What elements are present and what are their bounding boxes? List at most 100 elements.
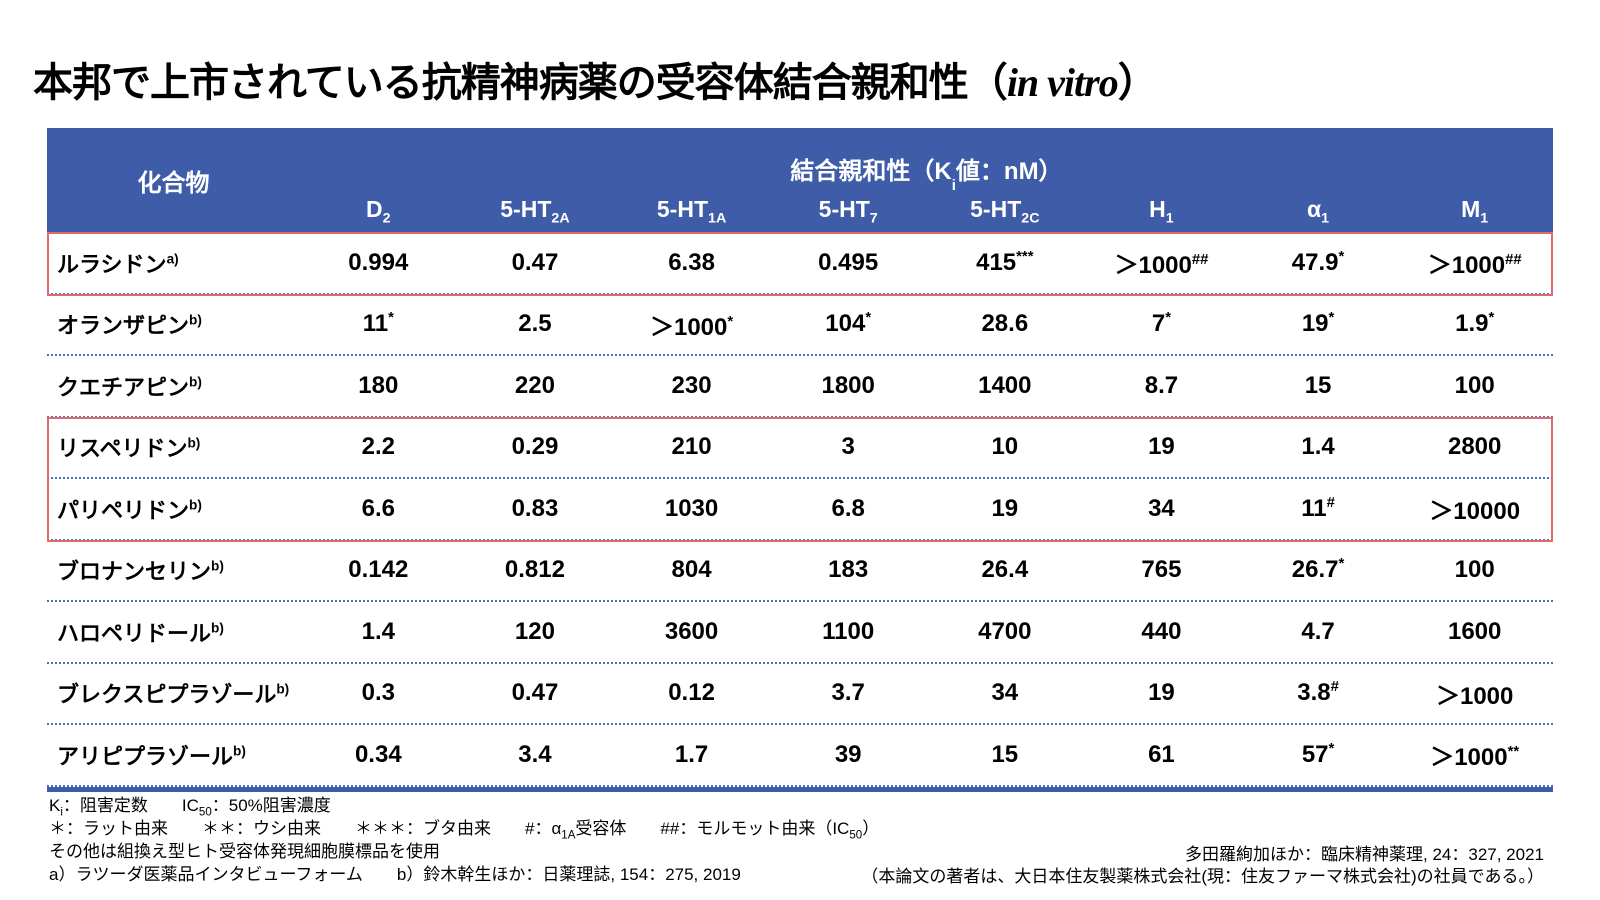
compound-name: オランザピンb) — [57, 312, 202, 339]
footnote-line: Ki：阻害定数 IC50：50%阻害濃度 — [49, 796, 331, 819]
affinity-value: 11# — [1301, 494, 1335, 522]
affinity-value: 220 — [514, 371, 555, 399]
receptor-column-header: M1 — [1461, 196, 1489, 227]
affinity-value: 0.994 — [348, 248, 409, 276]
affinity-value: 1.4 — [1301, 433, 1335, 461]
affinity-value: 100 — [1454, 556, 1495, 584]
affinity-value: 1.9* — [1455, 310, 1495, 338]
compound-name: パリペリドンb) — [57, 497, 202, 523]
page-title: 本邦で上市されている抗精神病薬の受容体結合親和性（in vitro） — [33, 60, 1158, 105]
affinity-value: ＞1000## — [1427, 252, 1522, 280]
affinity-value: 0.83 — [511, 494, 559, 522]
receptor-column-header: 5-HT1A — [656, 196, 727, 227]
table-row: ルラシドンa) 0.994 0.47 6.38 0.495 415*** ＞1000## 47… — [47, 233, 1553, 295]
affinity-value: 1.7 — [674, 740, 709, 768]
footnote-line: a）ラツーダ医薬品インタビューフォーム b）鈴木幹生ほか：日薬理誌, 154：2… — [49, 865, 741, 884]
receptor-column-header: 5-HT2C — [970, 196, 1040, 227]
affinity-value: 0.495 — [818, 248, 879, 276]
affinity-value: 0.12 — [668, 679, 715, 707]
affinity-value: 4.7 — [1301, 617, 1335, 645]
compound-name: リスペリドンb) — [57, 435, 201, 462]
compound-name: アリピプラゾールb) — [57, 743, 246, 769]
receptor-column-header: α1 — [1307, 196, 1330, 227]
affinity-value: 3.4 — [518, 740, 552, 768]
affinity-value: ＞1000## — [1114, 252, 1209, 280]
affinity-value: 180 — [358, 371, 399, 399]
affinity-value: 1030 — [664, 494, 719, 522]
compound-name: ルラシドンa) — [57, 251, 179, 277]
table-bottom-rule — [47, 786, 1553, 792]
receptor-column-header: 5-HT7 — [818, 196, 878, 227]
receptor-column-header: 5-HT2A — [500, 196, 570, 227]
citation-line: 多田羅絢加ほか：臨床精神薬理, 24：327, 2021 — [1185, 845, 1544, 864]
table-body: ルラシドンa) 0.994 0.47 6.38 0.495 415*** ＞1000## 47… — [47, 232, 1553, 787]
affinity-value: 34 — [1148, 494, 1175, 522]
affinity-value: 100 — [1454, 371, 1495, 399]
affinity-value: 2800 — [1447, 433, 1502, 461]
affinity-value: 15 — [1304, 371, 1332, 399]
affinity-value: 61 — [1148, 740, 1175, 768]
affinity-value: 1400 — [978, 371, 1032, 399]
affinity-value: 7* — [1151, 310, 1172, 338]
affinity-value: 4700 — [978, 617, 1032, 645]
affinity-value: 1800 — [821, 371, 875, 399]
footnote-line: その他は組換え型ヒト受容体発現細胞膜標品を使用 — [49, 842, 440, 861]
affinity-value: 210 — [671, 433, 712, 461]
affinity-value: 0.3 — [361, 679, 395, 707]
affinity-value: 2.2 — [361, 433, 395, 461]
affinity-value: 19 — [1148, 433, 1175, 461]
affinity-value: 47.9* — [1291, 248, 1345, 276]
compound-name: クエチアピンb) — [57, 374, 202, 400]
table-header: 化合物 結合親和性（K i 値：nM） D2 5-HT2A 5-HT1A 5-HT7 5-H… — [47, 128, 1553, 233]
affinity-value: 2.5 — [518, 310, 552, 338]
affinity-value: 3.8# — [1297, 679, 1339, 707]
affinity-value: 26.4 — [981, 556, 1029, 584]
citation-line: （本論文の著者は、大日本住友製薬株式会社(現：住友ファーマ株式会社)の社員である… — [861, 867, 1544, 886]
affinity-value: 1.4 — [361, 617, 395, 645]
affinity-value: 3600 — [664, 617, 719, 645]
affinity-value: 19 — [1148, 679, 1175, 707]
affinity-value: 0.47 — [511, 248, 559, 276]
compound-name: ハロペリドールb) — [57, 620, 224, 646]
receptor-column-headers: D2 5-HT2A 5-HT1A 5-HT7 5-HT2C H1 α1 M1 — [300, 186, 1553, 233]
affinity-value: 104* — [825, 310, 872, 338]
affinity-value: 19* — [1301, 310, 1335, 338]
affinity-value: 3.7 — [831, 679, 865, 707]
affinity-value: 0.34 — [354, 740, 402, 768]
affinity-value: 0.142 — [348, 556, 409, 584]
affinity-value: 11* — [362, 310, 394, 338]
affinity-value: 415*** — [976, 248, 1034, 276]
table-row: リスペリドンb) 2.2 0.29 210 3 10 19 1.4 2800 — [47, 418, 1553, 479]
affinity-value: 6.8 — [831, 494, 865, 522]
affinity-value: 26.7* — [1291, 556, 1345, 584]
affinity-value: 1600 — [1447, 617, 1502, 645]
table-row: オランザピンb) 11* 2.5 ＞1000* 104* 28.6 7* 19* 1.9* — [47, 295, 1553, 356]
affinity-value: ＞1000** — [1430, 744, 1520, 772]
table-row: パリペリドンb) 6.6 0.83 1030 6.8 19 34 11# ＞10000 — [47, 479, 1553, 541]
compound-name: ブロナンセリンb) — [57, 558, 224, 585]
affinity-value: 0.812 — [504, 556, 565, 584]
affinity-value: 804 — [671, 556, 712, 584]
affinity-value: ＞1000* — [649, 313, 734, 341]
affinity-value: 230 — [671, 371, 712, 399]
affinity-value: 6.6 — [361, 494, 395, 522]
compound-column-header: 化合物 — [137, 170, 210, 197]
affinity-value: 1100 — [822, 617, 875, 645]
citations: 多田羅絢加ほか：臨床精神薬理, 24：327, 2021 （本論文の著者は、大日本… — [861, 844, 1544, 888]
affinity-value: 39 — [834, 740, 862, 768]
affinity-value: 3 — [841, 433, 855, 461]
affinity-value: 57* — [1301, 740, 1335, 768]
receptor-column-header: H1 — [1149, 196, 1174, 227]
affinity-value: 0.29 — [511, 433, 559, 461]
affinity-value: 28.6 — [981, 310, 1029, 338]
affinity-value: 440 — [1141, 617, 1182, 645]
affinity-header-group: 結合親和性（K i 値：nM） D2 5-HT2A 5-HT1A 5-HT7 5-HT2C H… — [300, 128, 1553, 233]
table-row: ハロペリドールb) 1.4 120 3600 1100 4700 440 4.7 1600 — [47, 602, 1553, 664]
affinity-value: 15 — [991, 740, 1019, 768]
affinity-merged-header: 結合親和性（K i 値：nM） — [790, 158, 1063, 194]
compound-name: ブレクスピプラゾールb) — [57, 681, 290, 708]
affinity-value: 19 — [991, 494, 1019, 522]
table-row: ブレクスピプラゾールb) 0.3 0.47 0.12 3.7 34 19 3.8# ＞1000 — [47, 664, 1553, 725]
table-row: アリピプラゾールb) 0.34 3.4 1.7 39 15 61 57* ＞1000** — [47, 725, 1553, 787]
